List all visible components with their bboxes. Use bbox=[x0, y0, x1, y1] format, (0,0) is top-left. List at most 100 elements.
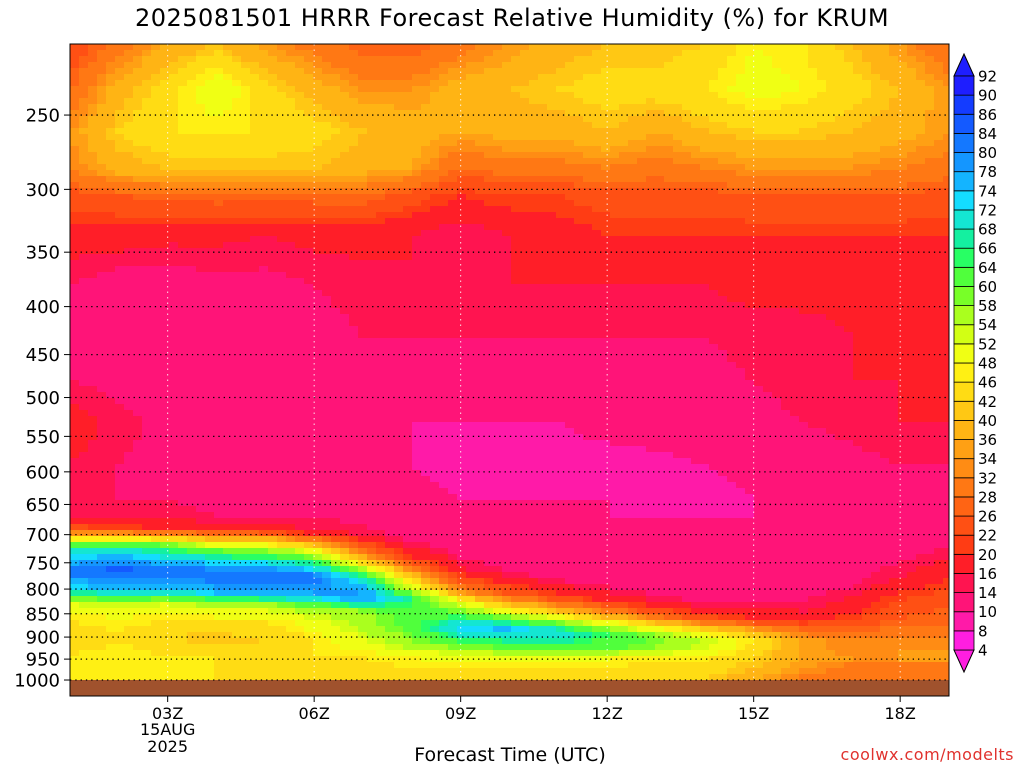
rh-cell bbox=[304, 230, 314, 237]
rh-cell bbox=[178, 218, 188, 225]
rh-cell bbox=[862, 62, 872, 69]
rh-cell bbox=[736, 86, 746, 93]
rh-cell bbox=[448, 254, 458, 261]
rh-cell bbox=[745, 236, 755, 243]
rh-cell bbox=[385, 248, 395, 255]
rh-cell bbox=[718, 152, 728, 159]
rh-cell bbox=[583, 128, 593, 135]
rh-cell bbox=[853, 302, 863, 309]
rh-cell bbox=[133, 56, 143, 63]
rh-cell bbox=[232, 74, 242, 81]
rh-cell bbox=[214, 296, 224, 303]
rh-cell bbox=[574, 110, 584, 117]
rh-cell bbox=[358, 170, 368, 177]
rh-cell bbox=[313, 278, 323, 285]
rh-cell bbox=[160, 152, 170, 159]
rh-cell bbox=[79, 194, 89, 201]
rh-cell bbox=[187, 56, 197, 63]
rh-cell bbox=[169, 260, 179, 267]
rh-cell bbox=[277, 104, 287, 111]
rh-cell bbox=[196, 254, 206, 261]
rh-cell bbox=[439, 116, 449, 123]
rh-cell bbox=[916, 338, 926, 345]
rh-cell bbox=[817, 290, 827, 297]
rh-cell bbox=[205, 68, 215, 75]
rh-cell bbox=[511, 62, 521, 69]
rh-cell bbox=[583, 50, 593, 57]
rh-cell bbox=[133, 266, 143, 273]
rh-cell bbox=[124, 290, 134, 297]
rh-cell bbox=[313, 110, 323, 117]
rh-cell bbox=[817, 134, 827, 141]
rh-cell bbox=[340, 224, 350, 231]
rh-cell bbox=[943, 200, 949, 207]
rh-cell bbox=[907, 86, 917, 93]
rh-cell bbox=[124, 92, 134, 99]
rh-cell bbox=[547, 128, 557, 135]
rh-cell bbox=[70, 56, 80, 63]
rh-cell bbox=[898, 236, 908, 243]
rh-cell bbox=[484, 158, 494, 165]
rh-cell bbox=[565, 326, 575, 333]
rh-cell bbox=[457, 56, 467, 63]
rh-cell bbox=[457, 296, 467, 303]
rh-cell bbox=[520, 278, 530, 285]
rh-cell bbox=[682, 248, 692, 255]
rh-cell bbox=[421, 98, 431, 105]
rh-cell bbox=[583, 86, 593, 93]
rh-cell bbox=[358, 290, 368, 297]
rh-cell bbox=[781, 278, 791, 285]
rh-cell bbox=[916, 224, 926, 231]
rh-cell bbox=[736, 50, 746, 57]
rh-cell bbox=[754, 74, 764, 81]
rh-cell bbox=[574, 128, 584, 135]
rh-cell bbox=[88, 68, 98, 75]
rh-cell bbox=[205, 332, 215, 339]
rh-cell bbox=[241, 182, 251, 189]
rh-cell bbox=[466, 332, 476, 339]
rh-cell bbox=[133, 170, 143, 177]
rh-cell bbox=[637, 338, 647, 345]
rh-cell bbox=[754, 182, 764, 189]
rh-cell bbox=[412, 134, 422, 141]
rh-cell bbox=[619, 122, 629, 129]
rh-cell bbox=[619, 74, 629, 81]
rh-cell bbox=[232, 44, 242, 51]
rh-cell bbox=[421, 188, 431, 195]
rh-cell bbox=[142, 320, 152, 327]
rh-cell bbox=[88, 266, 98, 273]
rh-cell bbox=[511, 44, 521, 51]
rh-cell bbox=[412, 98, 422, 105]
rh-cell bbox=[160, 236, 170, 243]
rh-cell bbox=[925, 308, 935, 315]
rh-cell bbox=[196, 200, 206, 207]
rh-cell bbox=[232, 164, 242, 171]
rh-cell bbox=[358, 206, 368, 213]
rh-cell bbox=[349, 104, 359, 111]
rh-cell bbox=[520, 242, 530, 249]
rh-cell bbox=[826, 290, 836, 297]
rh-cell bbox=[322, 116, 332, 123]
rh-cell bbox=[700, 212, 710, 219]
rh-cell bbox=[322, 56, 332, 63]
rh-cell bbox=[457, 260, 467, 267]
rh-cell bbox=[331, 170, 341, 177]
rh-cell bbox=[565, 260, 575, 267]
rh-cell bbox=[493, 56, 503, 63]
rh-cell bbox=[745, 224, 755, 231]
rh-cell bbox=[934, 68, 944, 75]
rh-cell bbox=[844, 146, 854, 153]
rh-cell bbox=[817, 188, 827, 195]
rh-cell bbox=[115, 338, 125, 345]
rh-cell bbox=[268, 332, 278, 339]
rh-cell bbox=[178, 62, 188, 69]
rh-cell bbox=[376, 314, 386, 321]
rh-cell bbox=[835, 212, 845, 219]
rh-cell bbox=[682, 224, 692, 231]
rh-cell bbox=[430, 314, 440, 321]
rh-cell bbox=[790, 284, 800, 291]
rh-cell bbox=[835, 92, 845, 99]
rh-cell bbox=[250, 98, 260, 105]
rh-cell bbox=[691, 146, 701, 153]
rh-cell bbox=[493, 110, 503, 117]
